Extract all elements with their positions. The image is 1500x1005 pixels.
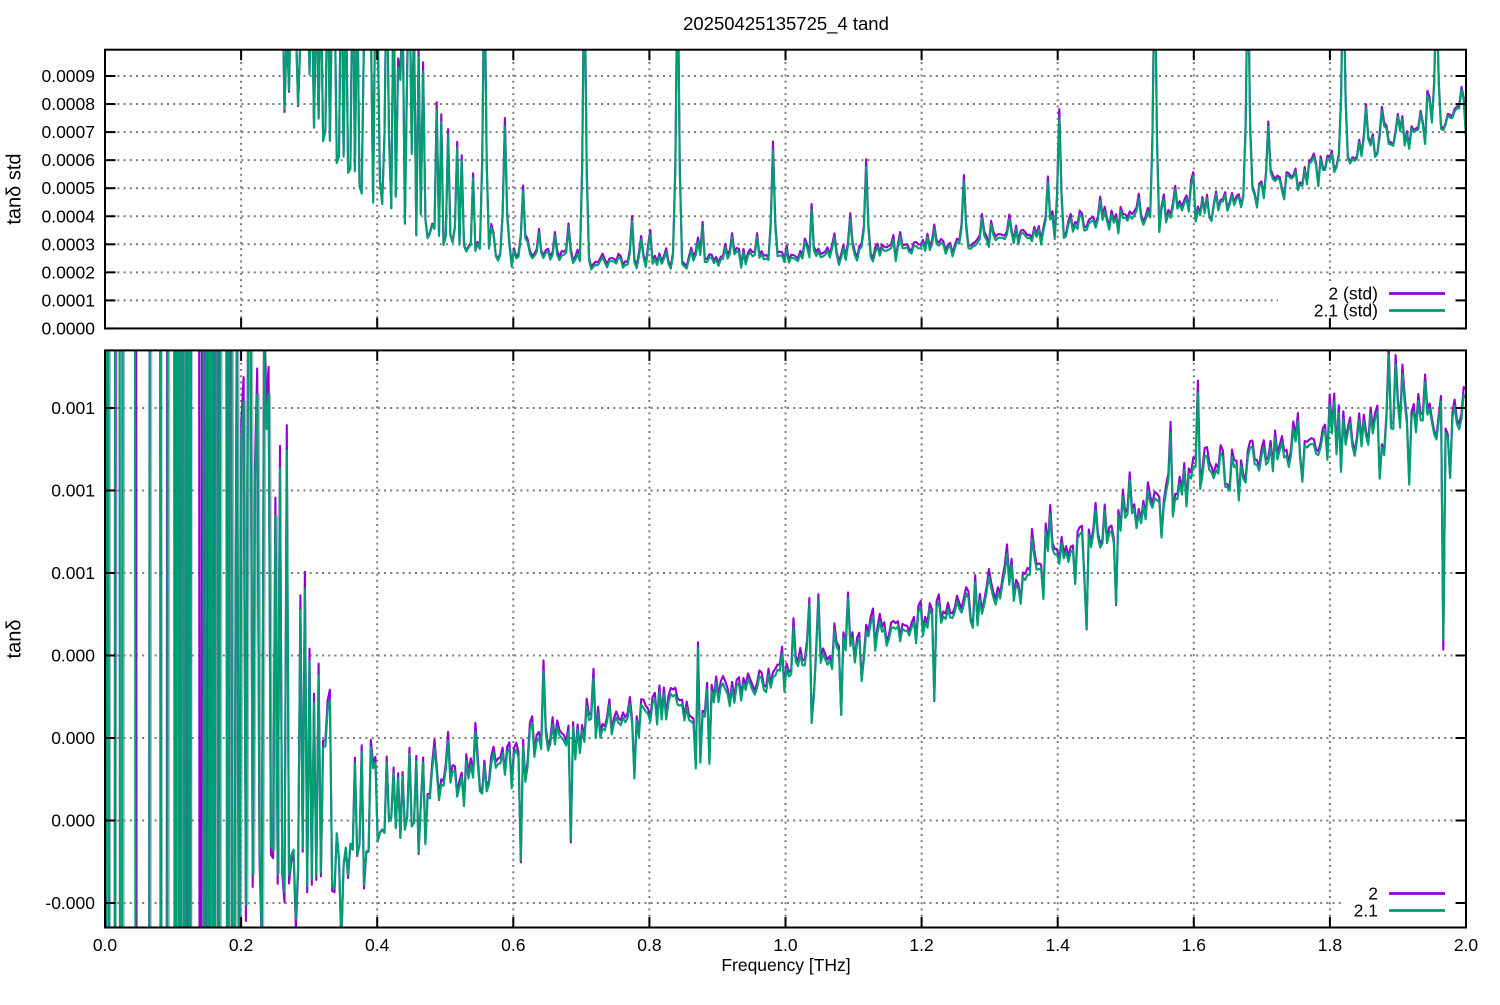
svg-text:0.4: 0.4: [365, 935, 390, 955]
svg-text:1.6: 1.6: [1182, 935, 1206, 955]
svg-text:0.000: 0.000: [51, 728, 95, 748]
svg-text:2.0: 2.0: [1454, 935, 1479, 955]
svg-text:0.0: 0.0: [93, 935, 118, 955]
svg-text:0.001: 0.001: [51, 398, 95, 418]
svg-text:0.0000: 0.0000: [41, 318, 95, 338]
svg-text:0.001: 0.001: [51, 563, 95, 583]
svg-text:0.0007: 0.0007: [41, 122, 95, 142]
svg-text:1.8: 1.8: [1318, 935, 1342, 955]
svg-text:-0.000: -0.000: [45, 893, 95, 913]
svg-text:2.1 (std): 2.1 (std): [1314, 300, 1378, 320]
svg-text:0.6: 0.6: [501, 935, 525, 955]
svg-text:0.001: 0.001: [51, 481, 95, 501]
svg-text:2 (std): 2 (std): [1328, 283, 1378, 303]
svg-text:0.0008: 0.0008: [41, 94, 95, 114]
svg-text:20250425135725_4 tand: 20250425135725_4 tand: [683, 13, 889, 35]
svg-text:0.0002: 0.0002: [41, 262, 95, 282]
svg-text:tanδ: tanδ: [4, 620, 26, 659]
svg-text:1.0: 1.0: [773, 935, 798, 955]
svg-text:0.0009: 0.0009: [41, 66, 95, 86]
svg-text:0.0005: 0.0005: [41, 178, 95, 198]
svg-text:tanδ std: tanδ std: [4, 154, 26, 225]
svg-text:1.2: 1.2: [909, 935, 933, 955]
svg-text:0.000: 0.000: [51, 811, 95, 831]
svg-text:1.4: 1.4: [1046, 935, 1071, 955]
svg-text:0.000: 0.000: [51, 646, 95, 666]
svg-text:0.2: 0.2: [229, 935, 253, 955]
svg-text:2.1: 2.1: [1354, 900, 1378, 920]
svg-text:0.8: 0.8: [637, 935, 661, 955]
svg-text:Frequency [THz]: Frequency [THz]: [721, 955, 850, 975]
svg-text:0.0001: 0.0001: [41, 290, 95, 310]
svg-text:0.0003: 0.0003: [41, 234, 95, 254]
svg-text:2: 2: [1368, 883, 1378, 903]
svg-text:0.0006: 0.0006: [41, 150, 95, 170]
svg-text:0.0004: 0.0004: [41, 206, 95, 226]
